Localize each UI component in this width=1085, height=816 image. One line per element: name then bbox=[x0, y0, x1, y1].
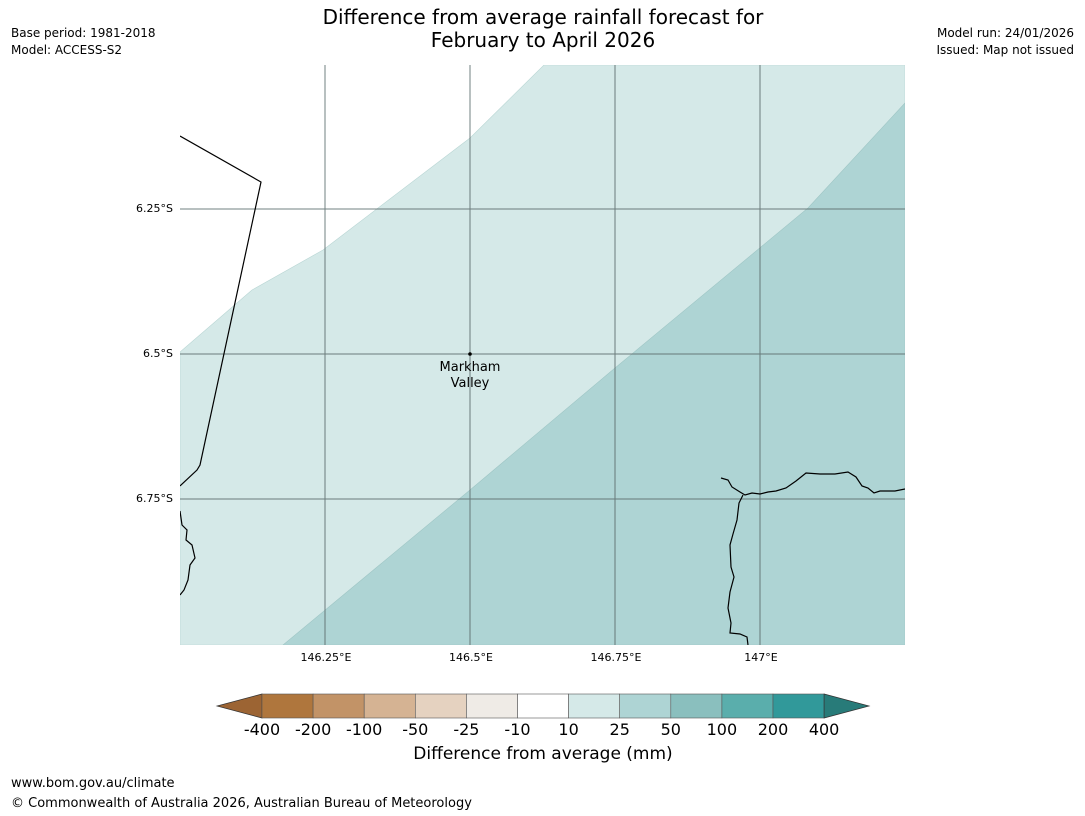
colorbar-segment bbox=[619, 693, 672, 719]
boundary-line bbox=[180, 135, 262, 487]
colorbar-tick-label: -400 bbox=[243, 720, 281, 739]
colorbar-tick-label: -25 bbox=[453, 720, 480, 739]
colorbar-tick-label: 200 bbox=[757, 720, 789, 739]
base-period-text: Base period: 1981-2018 bbox=[11, 26, 156, 40]
colorbar bbox=[215, 693, 871, 719]
footer-copyright: © Commonwealth of Australia 2026, Austra… bbox=[11, 796, 472, 811]
colorbar-segment bbox=[568, 693, 620, 719]
coast-west bbox=[180, 510, 196, 596]
title-line-2: February to April 2026 bbox=[430, 28, 656, 52]
colorbar-tick-label: 10 bbox=[558, 720, 579, 739]
lon-label-146-75: 146.75°E bbox=[590, 651, 642, 664]
colorbar-segment bbox=[414, 693, 467, 719]
colorbar-segment bbox=[261, 693, 314, 719]
coast-gulf bbox=[720, 471, 905, 496]
place-marker bbox=[468, 352, 472, 356]
colorbar-title: Difference from average (mm) bbox=[413, 744, 673, 764]
lon-label-146-25: 146.25°E bbox=[300, 651, 352, 664]
lon-label-147: 147°E bbox=[744, 651, 778, 664]
coastline bbox=[180, 135, 905, 645]
colorbar-segment bbox=[363, 693, 416, 719]
colorbar-tick-label: 50 bbox=[660, 720, 681, 739]
colorbar-extend-low bbox=[215, 693, 263, 719]
model-text: Model: ACCESS-S2 bbox=[11, 43, 123, 57]
map-area bbox=[180, 65, 905, 645]
colorbar-tick-label: 400 bbox=[808, 720, 840, 739]
issued-text: Issued: Map not issued bbox=[936, 43, 1074, 57]
model-run-text: Model run: 24/01/2026 bbox=[936, 26, 1074, 40]
place-name-line-1: Markham bbox=[439, 360, 501, 375]
colorbar-segment bbox=[312, 693, 365, 719]
colorbar-extend-high bbox=[823, 693, 871, 719]
colorbar-segment bbox=[466, 693, 518, 719]
header-meta-left: Base period: 1981-2018 Model: ACCESS-S2 bbox=[11, 25, 156, 59]
colorbar-tick-label: 25 bbox=[609, 720, 630, 739]
place-label-markham-valley: Markham Valley bbox=[440, 360, 501, 392]
colorbar-tick-label: -100 bbox=[346, 720, 383, 739]
footer-url[interactable]: www.bom.gov.au/climate bbox=[11, 776, 175, 791]
coast-river bbox=[727, 494, 749, 645]
colorbar-segment bbox=[772, 693, 825, 719]
lat-label-6-25: 6.25°S bbox=[136, 202, 173, 215]
map-title: Difference from average rainfall forecas… bbox=[243, 6, 843, 52]
lat-label-6-75: 6.75°S bbox=[136, 492, 173, 505]
lat-label-6-5: 6.5°S bbox=[143, 347, 173, 360]
place-name-line-2: Valley bbox=[450, 376, 490, 391]
lon-label-146-5: 146.5°E bbox=[449, 651, 493, 664]
colorbar-segment bbox=[670, 693, 723, 719]
colorbar-tick-label: -50 bbox=[402, 720, 429, 739]
colorbar-tick-label: 100 bbox=[706, 720, 738, 739]
header-meta-right: Model run: 24/01/2026 Issued: Map not is… bbox=[936, 25, 1074, 59]
colorbar-segment bbox=[517, 693, 569, 719]
colorbar-tick-label: -10 bbox=[504, 720, 531, 739]
title-line-1: Difference from average rainfall forecas… bbox=[322, 5, 764, 29]
colorbar-segment bbox=[721, 693, 774, 719]
colorbar-tick-label: -200 bbox=[294, 720, 332, 739]
